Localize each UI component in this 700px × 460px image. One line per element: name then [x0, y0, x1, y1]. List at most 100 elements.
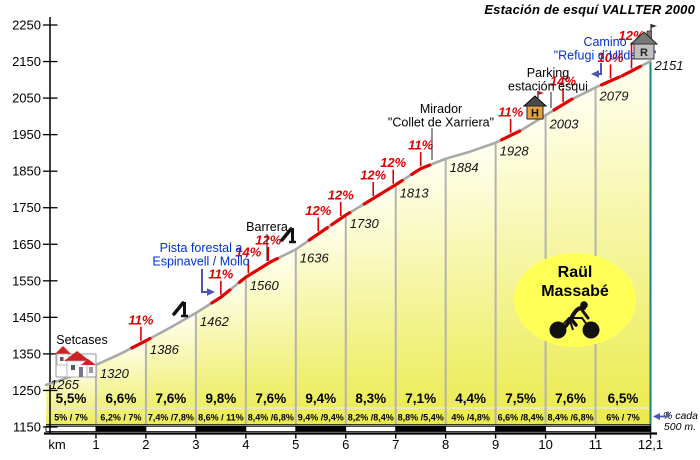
hotel-letter: H: [531, 108, 539, 120]
scalebar-segment: [595, 425, 646, 432]
scalebar-segment: [345, 425, 397, 432]
x-tick-label: 10: [538, 437, 552, 452]
elevation-label: 2151: [654, 58, 684, 73]
village-window: [89, 367, 93, 373]
barrier-gate-icon: [172, 301, 188, 318]
village-icon: [55, 346, 97, 378]
y-tick-label: 2250: [12, 18, 41, 33]
village-roof-left: [55, 346, 71, 354]
halfkm-gradients: 5% / 7%: [54, 413, 88, 423]
refuge-icon: R: [629, 24, 659, 60]
y-tick-label: 1450: [12, 310, 41, 325]
village-window: [71, 365, 75, 370]
steep-marker-label: 11%: [128, 312, 153, 327]
elevation-label: 1386: [150, 342, 180, 357]
refuge-flag: [651, 24, 657, 28]
profile-area-km5: [245, 249, 296, 425]
profile-area-km12: [595, 61, 651, 426]
hotel-body: [526, 105, 544, 120]
steep-marker-label: 12%: [255, 232, 281, 247]
km-avg-gradient: 7,6%: [555, 391, 586, 406]
halfkm-gradients: 9,4% /9,4%: [298, 413, 344, 423]
profile-area-km3: [145, 312, 196, 425]
profile-area-km4: [195, 277, 246, 425]
village-roof-main: [64, 351, 90, 361]
x-tick-label: 11: [589, 437, 603, 452]
steep-section-highlight: [552, 97, 574, 112]
x-tick-label: 12,1: [638, 437, 663, 452]
elevation-label: 1884: [450, 160, 479, 175]
gate-arm: [172, 301, 185, 316]
halfkm-gradients: 8,2% /8,4%: [348, 413, 394, 423]
x-tick-label: 8: [442, 437, 449, 452]
km-avg-gradient: 6,6%: [106, 391, 137, 406]
annotation-pista: Pista forestal a: [160, 241, 243, 255]
scalebar-segment: [245, 425, 297, 432]
legend-line1: % cada: [663, 410, 698, 422]
annotation-arrow-pista: [201, 269, 208, 293]
village-window: [60, 357, 64, 361]
profile-area-km7: [345, 184, 396, 425]
elevation-label: 1462: [200, 314, 230, 329]
elevation-label: 2003: [549, 116, 580, 131]
steep-section-highlight: [210, 288, 232, 305]
halfkm-gradients: 6% / 7%: [606, 413, 640, 423]
y-tick-label: 1850: [12, 164, 41, 179]
annotation-barrera: Barrera: [246, 220, 288, 234]
halfkm-gradients: 7,4% /7,8%: [148, 413, 194, 423]
halfkm-gradients: 8,4% /6,8%: [548, 413, 594, 423]
steep-section-highlight: [257, 256, 279, 271]
y-tick-label: 2150: [12, 54, 41, 69]
cyclist-icon: [549, 301, 600, 339]
halfkm-gradients: 6,6% /8,4%: [498, 413, 544, 423]
steep-marker-label: 11%: [408, 138, 433, 153]
annotation-parking: estación esqui: [508, 80, 588, 94]
y-tick-label: 1650: [12, 237, 41, 252]
rider-arm: [580, 308, 590, 320]
km-avg-gradient: 8,3%: [355, 391, 386, 406]
steep-section-highlight: [362, 191, 384, 206]
y-tick-label: 1750: [12, 200, 41, 215]
steep-marker-label: 12%: [360, 168, 386, 183]
y-tick-label: 1350: [12, 346, 41, 361]
steep-section-highlight: [307, 226, 329, 242]
steep-section-highlight: [410, 163, 432, 177]
legend-line2: 500 m.: [664, 421, 696, 433]
steep-section-highlight: [500, 129, 522, 142]
km-avg-gradient: 6,5%: [608, 391, 639, 406]
km-avg-gradient: 7,5%: [505, 391, 536, 406]
refuge-body: [633, 43, 655, 60]
elevation-label: 1636: [300, 250, 330, 265]
x-tick-label: 4: [242, 437, 249, 452]
elevation-label: 1320: [100, 366, 130, 381]
y-tick-label: 1250: [12, 383, 41, 398]
scalebar-segment: [295, 425, 347, 432]
x-tick-label: 5: [292, 437, 299, 452]
hotel-roof: [522, 95, 548, 107]
steep-marker-label: 12%: [305, 203, 331, 218]
steep-marker-label: 10%: [598, 50, 624, 65]
elevation-label: 1730: [350, 216, 380, 231]
profile-area-km1: [46, 364, 96, 425]
halfkm-gradients: 8,8% /5,4%: [398, 413, 444, 423]
x-tick-label: 2: [142, 437, 149, 452]
scalebar-segment: [495, 425, 546, 432]
scalebar-segment: [195, 425, 247, 432]
steep-marker-label: 12%: [328, 187, 354, 202]
x-axis-unit: km: [48, 437, 65, 452]
steep-marker-label: 14%: [550, 74, 576, 89]
scalebar-segment: [145, 425, 197, 432]
profile-area-km2: [95, 340, 146, 425]
y-tick-label: 2050: [12, 91, 41, 106]
x-tick-label: 9: [492, 437, 499, 452]
elevation-label: 1813: [400, 186, 430, 201]
chart-title: Estación de esquí VALLTER 2000: [484, 2, 695, 17]
km-avg-gradient: 9,8%: [205, 391, 236, 406]
annotation-mirador: Mirador: [420, 102, 462, 116]
village-roof-right: [81, 359, 96, 365]
profile-area-km10: [495, 115, 546, 425]
y-tick-label: 1950: [12, 127, 41, 142]
scalebar-segment: [395, 425, 447, 432]
x-tick-label: 7: [392, 437, 399, 452]
